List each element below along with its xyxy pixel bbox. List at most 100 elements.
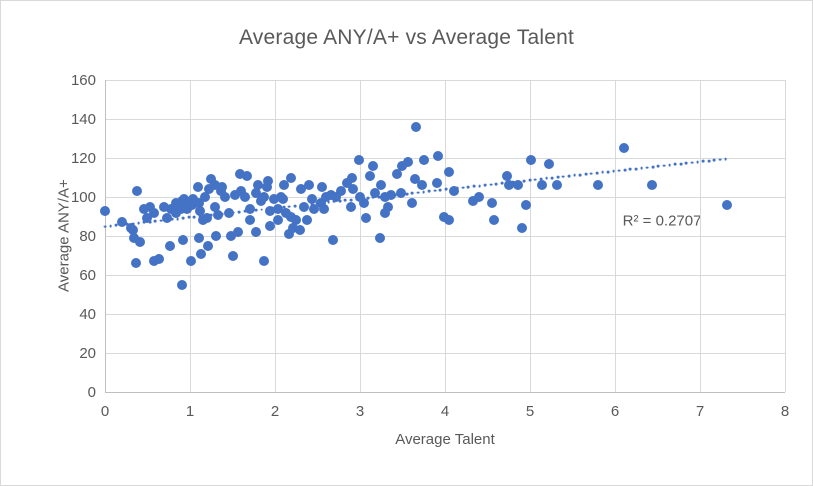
data-point[interactable] — [158, 201, 169, 212]
data-point[interactable] — [375, 232, 386, 243]
data-point[interactable] — [244, 203, 255, 214]
data-point[interactable] — [233, 227, 244, 238]
data-point[interactable] — [202, 240, 213, 251]
data-point[interactable] — [224, 207, 235, 218]
data-point[interactable] — [217, 182, 228, 193]
data-point[interactable] — [486, 197, 497, 208]
data-point[interactable] — [367, 160, 378, 171]
data-point[interactable] — [432, 178, 443, 189]
data-point[interactable] — [281, 207, 292, 218]
data-point[interactable] — [284, 229, 295, 240]
data-point[interactable] — [211, 231, 222, 241]
data-point[interactable] — [520, 199, 531, 210]
data-point[interactable] — [489, 215, 500, 226]
data-point[interactable] — [406, 197, 417, 208]
data-point[interactable] — [235, 168, 246, 179]
data-point[interactable] — [128, 225, 139, 236]
data-point[interactable] — [315, 197, 326, 208]
data-point[interactable] — [149, 207, 160, 218]
data-point[interactable] — [287, 223, 298, 234]
data-point[interactable] — [213, 209, 224, 220]
data-point[interactable] — [279, 180, 290, 191]
data-point[interactable] — [186, 199, 197, 210]
data-point[interactable] — [354, 154, 365, 165]
data-point[interactable] — [230, 190, 241, 201]
data-point[interactable] — [348, 184, 359, 195]
data-point[interactable] — [360, 213, 371, 224]
data-point[interactable] — [225, 231, 236, 241]
data-point[interactable] — [196, 248, 207, 259]
data-point[interactable] — [345, 201, 356, 212]
data-point[interactable] — [164, 240, 175, 251]
data-point[interactable] — [166, 203, 177, 214]
data-point[interactable] — [145, 201, 156, 212]
data-point[interactable] — [410, 174, 421, 185]
data-point[interactable] — [418, 154, 429, 165]
data-point[interactable] — [263, 176, 274, 187]
data-point[interactable] — [149, 256, 160, 267]
data-point[interactable] — [251, 227, 262, 238]
data-point[interactable] — [385, 190, 396, 201]
data-point[interactable] — [139, 203, 150, 214]
data-point[interactable] — [513, 180, 524, 191]
data-point[interactable] — [272, 215, 283, 226]
data-point[interactable] — [200, 192, 211, 202]
data-point[interactable] — [206, 174, 217, 185]
data-point[interactable] — [359, 197, 370, 208]
data-point[interactable] — [264, 205, 275, 216]
data-point[interactable] — [392, 168, 403, 179]
data-point[interactable] — [244, 215, 255, 226]
data-point[interactable] — [321, 192, 331, 202]
data-point[interactable] — [395, 188, 406, 199]
data-point[interactable] — [646, 180, 657, 191]
data-point[interactable] — [326, 190, 337, 201]
data-point[interactable] — [100, 205, 110, 216]
data-point[interactable] — [302, 215, 313, 226]
data-point[interactable] — [319, 203, 330, 214]
data-point[interactable] — [336, 186, 347, 197]
data-point[interactable] — [502, 170, 513, 181]
data-point[interactable] — [525, 154, 536, 165]
data-point[interactable] — [179, 193, 190, 204]
data-point[interactable] — [261, 182, 272, 193]
data-point[interactable] — [193, 197, 204, 208]
data-point[interactable] — [370, 188, 381, 199]
data-point[interactable] — [236, 186, 246, 197]
data-point[interactable] — [240, 192, 251, 202]
data-point[interactable] — [286, 211, 297, 222]
data-point[interactable] — [291, 215, 302, 226]
data-point[interactable] — [203, 184, 214, 195]
data-point[interactable] — [552, 180, 563, 191]
data-point[interactable] — [192, 182, 203, 193]
data-point[interactable] — [251, 188, 262, 199]
data-point[interactable] — [444, 166, 455, 177]
data-point[interactable] — [379, 192, 390, 202]
data-point[interactable] — [439, 211, 450, 222]
data-point[interactable] — [269, 193, 280, 204]
data-point[interactable] — [503, 180, 514, 191]
data-point[interactable] — [396, 160, 407, 171]
data-point[interactable] — [219, 192, 230, 202]
data-point[interactable] — [331, 192, 342, 202]
data-point[interactable] — [117, 217, 127, 228]
data-point[interactable] — [171, 207, 182, 218]
data-point[interactable] — [258, 192, 269, 202]
data-point[interactable] — [177, 279, 188, 290]
data-point[interactable] — [175, 203, 186, 214]
data-point[interactable] — [286, 172, 297, 183]
data-point[interactable] — [227, 250, 238, 261]
data-point[interactable] — [296, 184, 307, 195]
data-point[interactable] — [433, 151, 444, 162]
data-point[interactable] — [273, 203, 284, 214]
data-point[interactable] — [209, 201, 220, 212]
data-point[interactable] — [258, 256, 269, 267]
data-point[interactable] — [448, 186, 459, 197]
data-point[interactable] — [376, 180, 387, 191]
data-point[interactable] — [187, 193, 198, 204]
data-point[interactable] — [130, 258, 141, 269]
data-point[interactable] — [403, 156, 414, 167]
data-point[interactable] — [141, 213, 152, 224]
data-point[interactable] — [342, 178, 353, 189]
data-point[interactable] — [304, 180, 314, 191]
